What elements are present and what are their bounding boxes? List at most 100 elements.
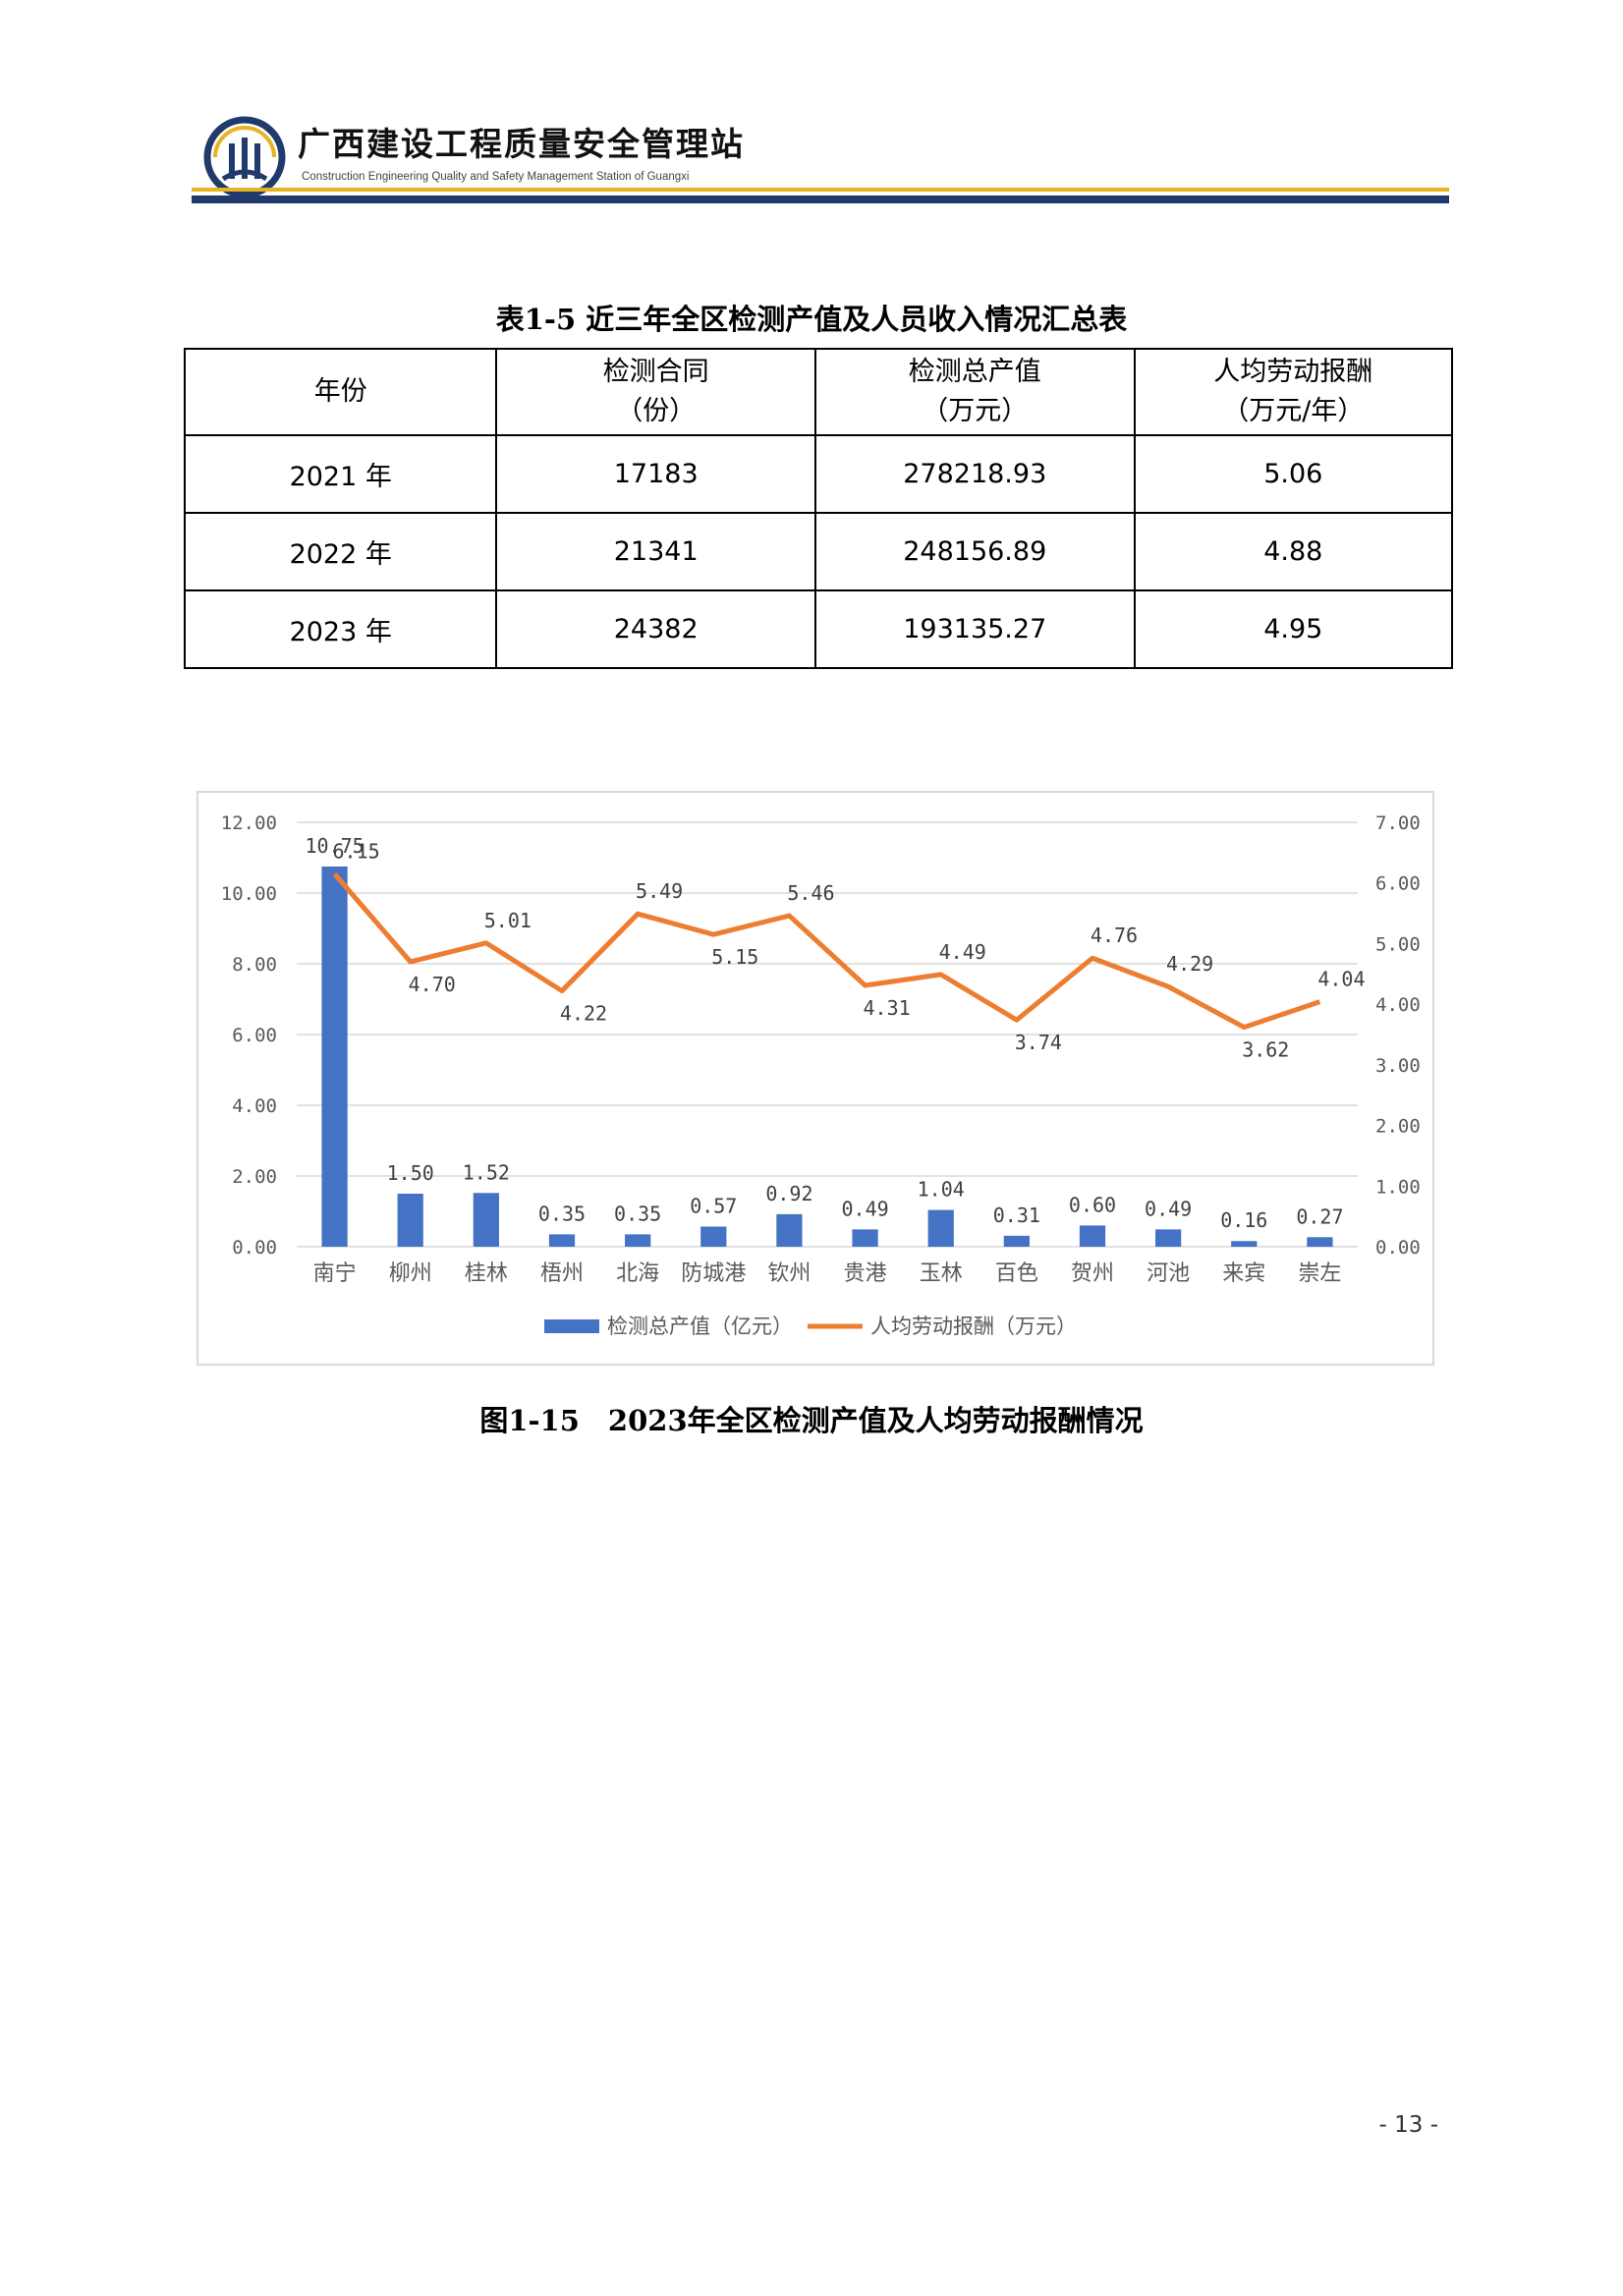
left-axis-tick-label: 6.00: [232, 1025, 277, 1046]
line-data-label: 6.15: [332, 839, 379, 863]
bar: [1003, 1235, 1030, 1247]
left-axis-tick-label: 12.00: [221, 812, 277, 834]
bar-data-label: 0.92: [765, 1182, 812, 1205]
right-axis-tick-label: 6.00: [1375, 873, 1421, 895]
bar-data-label: 1.04: [918, 1178, 965, 1202]
line-data-label: 5.01: [484, 909, 532, 932]
category-label: 北海: [616, 1261, 659, 1286]
line-data-label: 4.76: [1091, 924, 1138, 947]
bar: [625, 1234, 651, 1247]
bar: [321, 867, 348, 1247]
table-cell: 4.88: [1133, 512, 1454, 591]
category-label: 桂林: [465, 1261, 508, 1286]
bar-data-label: 0.35: [538, 1202, 586, 1225]
bar: [1155, 1229, 1182, 1247]
table-cell: 2022 年: [183, 512, 498, 591]
page-header: 广西建设工程质量安全管理站 Construction Engineering Q…: [192, 110, 1449, 208]
header-cell-year: 年份: [183, 348, 498, 436]
header-navy-rule: [192, 196, 1449, 203]
right-axis-tick-label: 1.00: [1375, 1176, 1421, 1198]
table-cell: 278218.93: [813, 434, 1136, 514]
bar: [473, 1193, 499, 1247]
table-row: 2023 年 24382 193135.27 4.95: [183, 589, 1454, 669]
right-axis-tick-label: 2.00: [1375, 1116, 1421, 1138]
table-cell: 17183: [495, 434, 816, 514]
table-header-row: 年份 检测合同 （份） 检测总产值 （万元） 人均劳动报酬 （万元/年）: [183, 348, 1454, 436]
line-data-label: 4.29: [1166, 952, 1213, 976]
legend-bar-label: 检测总产值（亿元）: [607, 1315, 793, 1338]
category-label: 玉林: [920, 1261, 963, 1286]
line-data-label: 4.70: [409, 973, 456, 996]
bar-data-label: 0.60: [1069, 1193, 1116, 1216]
bar-data-label: 0.49: [1145, 1197, 1192, 1220]
table-cell: 193135.27: [813, 589, 1136, 669]
line-data-label: 4.04: [1317, 968, 1365, 991]
line-data-label: 5.46: [787, 881, 834, 905]
chart-frame: 0.00 2.00 4.00 6.00 8.00 10.00 12.00 0.00 1.00 2.…: [196, 791, 1434, 1366]
legend-bar-swatch: [544, 1319, 599, 1333]
line-data-label: 5.49: [636, 879, 683, 903]
category-label: 崇左: [1298, 1261, 1341, 1286]
right-axis-tick-label: 0.00: [1375, 1237, 1421, 1259]
category-label: 梧州: [540, 1261, 584, 1286]
category-label: 河池: [1147, 1261, 1190, 1286]
table-row: 2022 年 21341 248156.89 4.88: [183, 512, 1454, 591]
left-axis-tick-label: 10.00: [221, 883, 277, 905]
table-title: 表1-5 近三年全区检测产值及人员收入情况汇总表: [495, 303, 1128, 336]
header-cell-income: 人均劳动报酬 （万元/年）: [1133, 348, 1454, 436]
table-row: 2021 年 17183 278218.93 5.06: [183, 434, 1454, 514]
table-cell: 24382: [495, 589, 816, 669]
bar-data-label: 0.31: [993, 1204, 1040, 1227]
bar: [1079, 1225, 1106, 1247]
org-english-name: Construction Engineering Quality and Saf…: [302, 171, 690, 183]
left-axis-tick-label: 8.00: [232, 954, 277, 976]
bar-data-label: 0.27: [1296, 1204, 1343, 1228]
bar: [1231, 1241, 1258, 1247]
line-data-label: 4.22: [560, 1002, 607, 1026]
header-gold-rule: [192, 188, 1449, 192]
station-logo-icon: [203, 116, 286, 198]
summary-table: 年份 检测合同 （份） 检测总产值 （万元） 人均劳动报酬 （万元/年） 202…: [183, 348, 1454, 669]
bar: [700, 1226, 727, 1247]
page-number: - 13 -: [1378, 2112, 1439, 2138]
bar-data-label: 0.49: [841, 1197, 888, 1220]
combo-chart: 0.00 2.00 4.00 6.00 8.00 10.00 12.00 0.00 1.00 2.…: [221, 812, 1421, 1338]
bar: [927, 1209, 954, 1247]
table-cell: 2021 年: [183, 434, 498, 514]
category-label: 贵港: [844, 1261, 887, 1286]
bar: [1307, 1237, 1333, 1247]
category-label: 百色: [995, 1261, 1038, 1286]
category-label: 柳州: [389, 1261, 432, 1286]
bar-data-label: 0.35: [614, 1202, 661, 1225]
header-cell-contracts: 检测合同 （份）: [495, 348, 816, 436]
line-data-label: 3.74: [1015, 1031, 1062, 1054]
table-cell: 4.95: [1133, 589, 1454, 669]
table-cell: 21341: [495, 512, 816, 591]
figure-caption: 图1-15 2023年全区检测产值及人均劳动报酬情况: [479, 1404, 1144, 1437]
category-label: 贺州: [1071, 1261, 1114, 1286]
right-axis-tick-label: 3.00: [1375, 1055, 1421, 1077]
bar-data-label: 10.75: [305, 834, 364, 858]
left-axis-tick-label: 4.00: [232, 1095, 277, 1117]
line-series: [332, 871, 1321, 1031]
left-axis-tick-label: 0.00: [232, 1237, 277, 1259]
right-axis-tick-label: 7.00: [1375, 812, 1421, 834]
table-cell: 248156.89: [813, 512, 1136, 591]
bar-data-label: 0.57: [690, 1194, 737, 1217]
category-label: 钦州: [767, 1261, 811, 1286]
bar: [397, 1194, 423, 1247]
right-axis-tick-label: 5.00: [1375, 933, 1421, 955]
line-data-label: 5.15: [711, 945, 758, 969]
bar: [776, 1213, 803, 1247]
bar: [548, 1234, 576, 1247]
bar-data-label: 1.50: [387, 1161, 434, 1185]
category-label: 南宁: [313, 1261, 357, 1286]
header-cell-output: 检测总产值 （万元）: [813, 348, 1136, 436]
line-data-label: 4.31: [863, 996, 910, 1020]
right-axis-tick-label: 4.00: [1375, 994, 1421, 1016]
category-label: 来宾: [1222, 1261, 1265, 1286]
category-label: 防城港: [681, 1261, 746, 1286]
legend-line-label: 人均劳动报酬（万元）: [870, 1315, 1077, 1338]
left-axis-tick-label: 2.00: [232, 1166, 277, 1188]
line-data-label: 3.62: [1242, 1038, 1289, 1062]
